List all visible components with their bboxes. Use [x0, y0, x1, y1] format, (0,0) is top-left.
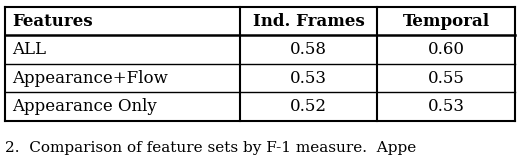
Text: ALL: ALL [12, 41, 46, 58]
Text: Ind. Frames: Ind. Frames [253, 12, 365, 30]
Text: 0.53: 0.53 [427, 98, 464, 115]
Text: Features: Features [12, 12, 93, 30]
Text: 2.  Comparison of feature sets by F-1 measure.  Appe: 2. Comparison of feature sets by F-1 mea… [5, 141, 417, 155]
Text: Temporal: Temporal [402, 12, 489, 30]
Text: 0.58: 0.58 [290, 41, 327, 58]
Text: 0.53: 0.53 [290, 70, 327, 87]
Text: Appearance Only: Appearance Only [12, 98, 157, 115]
Text: 0.60: 0.60 [427, 41, 464, 58]
Text: 0.52: 0.52 [290, 98, 327, 115]
Text: 0.55: 0.55 [427, 70, 464, 87]
Text: Appearance+Flow: Appearance+Flow [12, 70, 168, 87]
